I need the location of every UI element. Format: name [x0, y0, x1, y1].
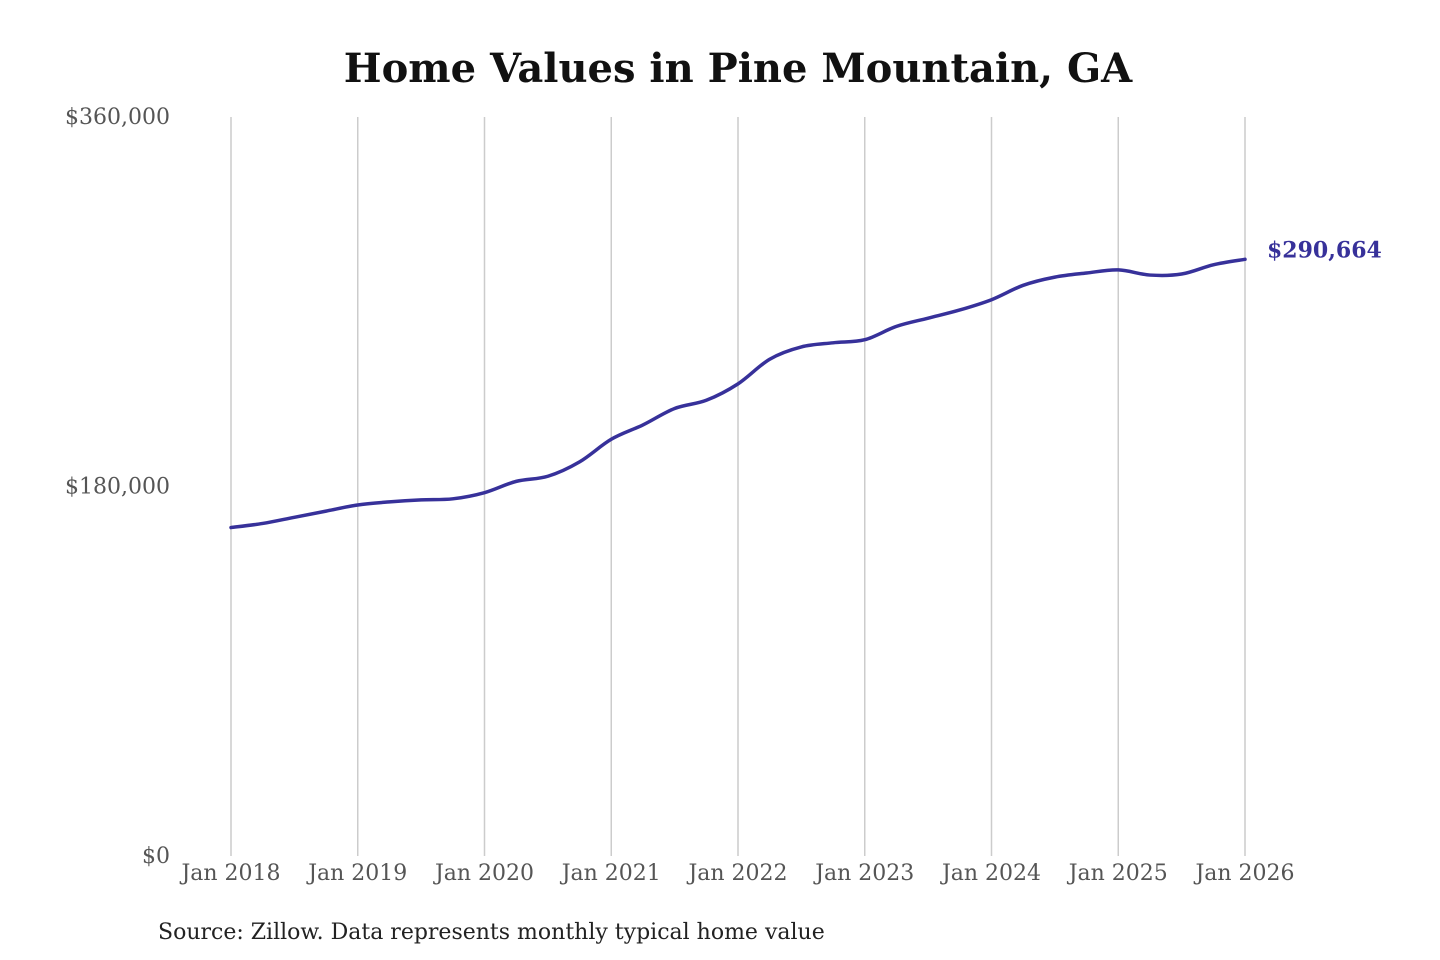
x-tick-label: Jan 2026	[1193, 861, 1294, 886]
x-tick-label: Jan 2018	[179, 861, 280, 886]
x-tick-label: Jan 2024	[940, 861, 1041, 886]
y-tick-label: $360,000	[65, 105, 170, 130]
x-axis: Jan 2018 Jan 2019 Jan 2020 Jan 2021 Jan 2022…	[179, 861, 1294, 886]
y-axis: $0 $180,000 $360,000	[65, 105, 170, 869]
y-tick-label: $0	[142, 844, 170, 869]
y-tick-label: $180,000	[65, 475, 170, 500]
series-line	[229, 257, 1247, 530]
source-note: Source: Zillow. Data represents monthly …	[158, 920, 825, 945]
grid-lines	[230, 117, 1246, 856]
x-tick-label: Jan 2020	[433, 861, 534, 886]
chart-title: Home Values in Pine Mountain, GA	[344, 45, 1133, 92]
x-tick-label: Jan 2025	[1067, 861, 1168, 886]
x-tick-label: Jan 2023	[813, 861, 914, 886]
x-tick-label: Jan 2021	[560, 861, 661, 886]
end-value-label: $290,664	[1267, 237, 1382, 263]
x-tick-label: Jan 2019	[306, 861, 407, 886]
x-tick-label: Jan 2022	[686, 861, 787, 886]
